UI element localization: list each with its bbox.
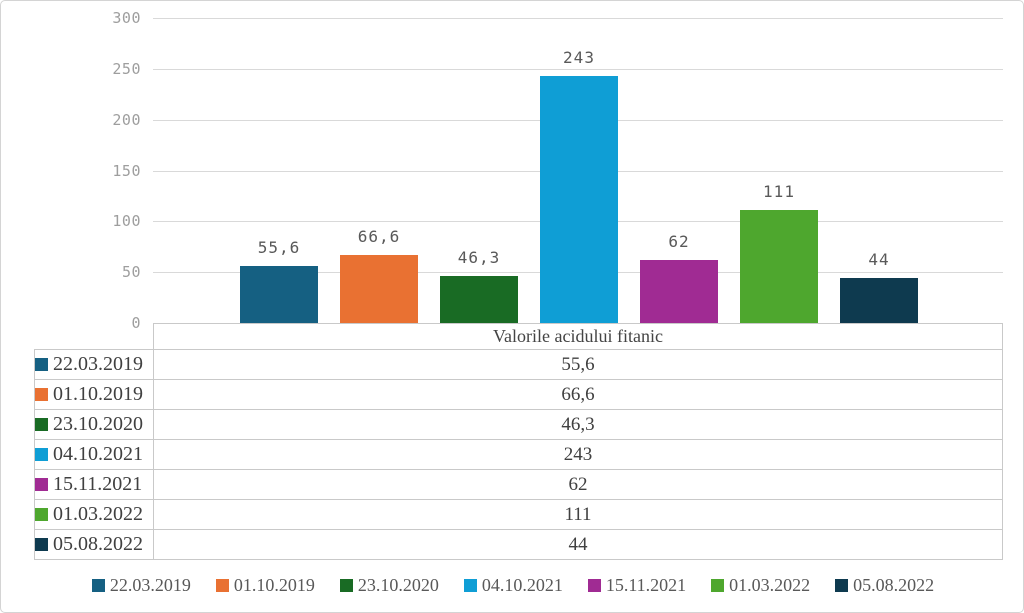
y-tick-label: 300 — [112, 9, 141, 27]
bar-value-label: 55,6 — [257, 238, 301, 257]
data-table: Valorile acidului fitanic 22.03.2019 55,6… — [34, 323, 1003, 560]
y-tick-label: 200 — [112, 110, 141, 129]
legend-item-22.03.2019: 22.03.2019 — [91, 574, 191, 596]
table-row: 15.11.2021 62 — [34, 469, 1003, 500]
series-date-label: 05.08.2022 — [53, 533, 143, 555]
legend-swatch-icon — [215, 578, 229, 592]
table-row-label: 22.03.2019 — [34, 349, 154, 380]
y-tick-label: 150 — [112, 161, 141, 180]
y-tick-label: 0 — [131, 314, 141, 332]
series-date-label: 01.03.2022 — [53, 503, 143, 525]
table-row-value: 243 — [153, 439, 1003, 470]
table-row-label: 23.10.2020 — [34, 409, 154, 440]
bar-15.11.2021 — [640, 260, 718, 323]
bar-value-label: 66,6 — [357, 227, 401, 246]
table-row-label: 15.11.2021 — [34, 469, 154, 500]
table-row-value: 46,3 — [153, 409, 1003, 440]
bar-value-label: 46,3 — [457, 248, 501, 267]
table-row-value: 44 — [153, 529, 1003, 560]
table-row: 05.08.2022 44 — [34, 529, 1003, 560]
legend-label: 01.03.2022 — [729, 574, 811, 595]
legend-swatch-icon — [91, 578, 105, 592]
table-row: 04.10.2021 243 — [34, 439, 1003, 470]
series-swatch-icon — [35, 508, 48, 521]
table-row: 23.10.2020 46,3 — [34, 409, 1003, 440]
y-tick-label: 250 — [112, 59, 141, 78]
legend-label: 04.10.2021 — [481, 574, 563, 595]
table-row-value: 111 — [153, 499, 1003, 530]
table-row-value: 66,6 — [153, 379, 1003, 410]
bar-23.10.2020 — [440, 276, 518, 323]
series-date-label: 01.10.2019 — [53, 383, 143, 405]
bar-01.10.2019 — [340, 255, 418, 323]
chart-legend: 22.03.2019 01.10.2019 23.10.2020 04.10.2021… — [1, 571, 1023, 599]
bar-value-label: 111 — [763, 182, 795, 201]
bar-04.10.2021 — [540, 76, 618, 323]
legend-label: 22.03.2019 — [109, 574, 191, 595]
series-swatch-icon — [35, 448, 48, 461]
legend-item-04.10.2021: 04.10.2021 — [463, 574, 563, 596]
legend-label: 05.08.2022 — [853, 574, 935, 595]
bar-value-label: 44 — [868, 250, 890, 269]
bar-value-label: 62 — [668, 232, 690, 251]
series-date-label: 15.11.2021 — [53, 473, 143, 495]
legend-swatch-icon — [587, 578, 601, 592]
series-swatch-icon — [35, 538, 48, 551]
bar-05.08.2022 — [840, 278, 918, 323]
table-row: 01.10.2019 66,6 — [34, 379, 1003, 410]
series-date-label: 23.10.2020 — [53, 413, 143, 435]
legend-item-01.03.2022: 01.03.2022 — [711, 575, 810, 596]
gridline — [153, 18, 1003, 19]
bar-01.03.2022 — [740, 210, 818, 323]
legend-item-15.11.2021: 15.11.2021 — [587, 574, 687, 596]
table-row-value: 62 — [153, 469, 1003, 500]
legend-label: 01.10.2019 — [233, 574, 315, 595]
legend-swatch-icon — [711, 578, 725, 592]
table-row-label: 04.10.2021 — [34, 439, 154, 470]
legend-swatch-icon — [835, 578, 849, 592]
series-swatch-icon — [35, 358, 48, 371]
legend-swatch-icon — [339, 578, 353, 592]
y-tick-label: 100 — [112, 212, 141, 231]
series-swatch-icon — [35, 478, 48, 491]
series-swatch-icon — [35, 388, 48, 401]
legend-swatch-icon — [463, 578, 477, 592]
table-header-spacer — [35, 324, 154, 350]
legend-item-23.10.2020: 23.10.2020 — [339, 574, 439, 596]
legend-label: 23.10.2020 — [357, 574, 439, 595]
plot-area: 0 50 100 150 200 250 300 55,6 66,6 46,3 243 62 111 4… — [1, 1, 1023, 331]
table-title: Valorile acidului fitanic — [153, 323, 1003, 350]
table-header-row: Valorile acidului fitanic — [35, 323, 1003, 350]
gridline — [153, 68, 1003, 70]
y-tick-label: 50 — [121, 263, 141, 282]
table-row-label: 01.03.2022 — [34, 499, 154, 530]
series-date-label: 22.03.2019 — [53, 353, 143, 375]
table-row-value: 55,6 — [153, 349, 1003, 380]
table-row-label: 01.10.2019 — [34, 379, 154, 410]
legend-item-01.10.2019: 01.10.2019 — [215, 574, 315, 596]
bar-value-label: 243 — [563, 48, 595, 67]
legend-item-05.08.2022: 05.08.2022 — [835, 575, 934, 596]
series-swatch-icon — [35, 418, 48, 431]
table-row: 01.03.2022 111 — [34, 499, 1003, 530]
table-row-label: 05.08.2022 — [34, 529, 154, 560]
table-row: 22.03.2019 55,6 — [34, 349, 1003, 380]
legend-label: 15.11.2021 — [605, 574, 687, 595]
series-date-label: 04.10.2021 — [53, 443, 143, 465]
bar-22.03.2019 — [240, 266, 318, 323]
